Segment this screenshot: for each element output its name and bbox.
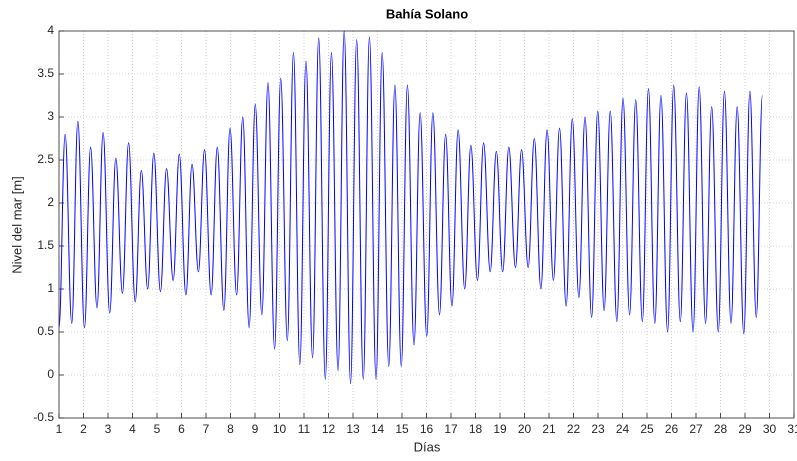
x-tick-label: 24 [616, 422, 630, 436]
y-axis-label: Nivel del mar [m] [9, 176, 24, 274]
x-tick-label: 15 [395, 422, 409, 436]
x-tick-label: 10 [273, 422, 287, 436]
x-tick-label: 13 [346, 422, 360, 436]
y-tick-label: 0 [47, 367, 54, 381]
x-tick-label: 22 [567, 422, 581, 436]
y-tick-label: 3 [47, 109, 54, 123]
x-tick-label: 14 [371, 422, 385, 436]
x-tick-label: 27 [689, 422, 703, 436]
x-tick-label: 16 [420, 422, 434, 436]
x-tick-label: 29 [738, 422, 752, 436]
y-tick-label: 2 [47, 195, 54, 209]
x-tick-label: 19 [493, 422, 507, 436]
x-tick-label: 18 [469, 422, 483, 436]
x-tick-label: 26 [665, 422, 679, 436]
x-tick-label: 9 [252, 422, 259, 436]
x-tick-label: 17 [444, 422, 458, 436]
x-tick-label: 1 [56, 422, 63, 436]
y-tick-label: -0.5 [33, 410, 54, 424]
y-tick-label: 2.5 [37, 152, 54, 166]
y-tick-label: 4 [47, 23, 54, 37]
x-tick-label: 21 [542, 422, 556, 436]
x-tick-label: 25 [640, 422, 654, 436]
x-tick-label: 30 [763, 422, 777, 436]
x-tick-label: 23 [591, 422, 605, 436]
x-tick-label: 8 [227, 422, 234, 436]
x-axis-label: Días [414, 439, 441, 454]
data-line [58, 30, 763, 385]
chart-title: Bahía Solano [386, 6, 468, 21]
x-tick-label: 20 [518, 422, 532, 436]
x-tick-label: 6 [178, 422, 185, 436]
x-tick-label: 7 [203, 422, 210, 436]
x-tick-label: 12 [322, 422, 336, 436]
x-tick-label: 28 [714, 422, 728, 436]
y-tick-label: 0.5 [37, 324, 54, 338]
y-tick-label: 1 [47, 281, 54, 295]
x-tick-label: 31 [787, 422, 797, 436]
y-tick-label: 3.5 [37, 66, 54, 80]
x-tick-label: 2 [80, 422, 87, 436]
plot-frame [58, 30, 795, 419]
y-tick-label: 1.5 [37, 238, 54, 252]
x-tick-label: 11 [298, 422, 311, 436]
x-tick-label: 3 [105, 422, 112, 436]
x-tick-label: 4 [129, 422, 136, 436]
x-tick-label: 5 [154, 422, 161, 436]
